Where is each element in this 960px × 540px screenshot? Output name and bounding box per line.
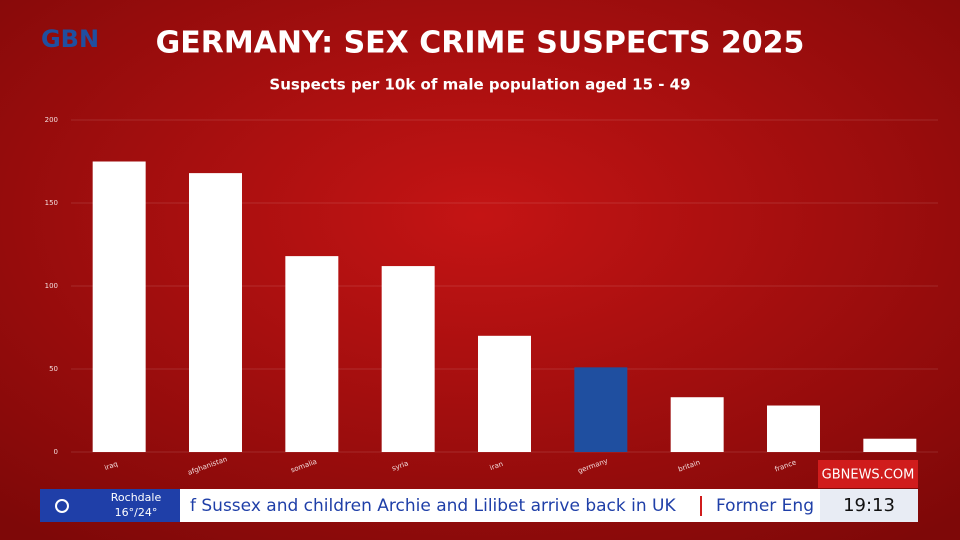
logo: GBN: [41, 25, 99, 53]
y-tick-label: 150: [45, 199, 58, 207]
bar: [574, 367, 628, 452]
separator: [700, 496, 702, 516]
bar: [670, 397, 724, 452]
weather-box: [40, 489, 180, 522]
bar: [381, 266, 435, 452]
y-tick-label: 200: [45, 116, 58, 124]
time: 19:13: [843, 495, 895, 516]
chart-subtitle: Suspects per 10k of male population aged…: [269, 76, 690, 94]
weather-icon: [55, 499, 69, 513]
bar: [285, 256, 339, 452]
bar: [863, 438, 917, 452]
bar: [478, 335, 531, 452]
site: GBNEWS.COM: [822, 468, 915, 483]
y-tick-label: 0: [54, 448, 58, 456]
y-tick-label: 50: [49, 365, 58, 373]
y-tick-label: 100: [45, 282, 58, 290]
chart-title: GERMANY: SEX CRIME SUSPECTS 2025: [156, 26, 805, 61]
site-box: [818, 460, 918, 488]
location: Rochdale: [111, 491, 162, 504]
ticker: GBNEWS.COM Rochdale 16°/24° f Sussex and…: [40, 460, 918, 522]
bar: [767, 405, 820, 452]
headline: f Sussex and children Archie and Lilibet…: [190, 496, 676, 516]
bar: [92, 161, 146, 452]
bar: [189, 173, 242, 452]
headline-next: Former Eng: [716, 496, 814, 516]
temperature: 16°/24°: [115, 506, 158, 519]
time-box: [820, 489, 918, 522]
headline-box: [180, 489, 820, 522]
